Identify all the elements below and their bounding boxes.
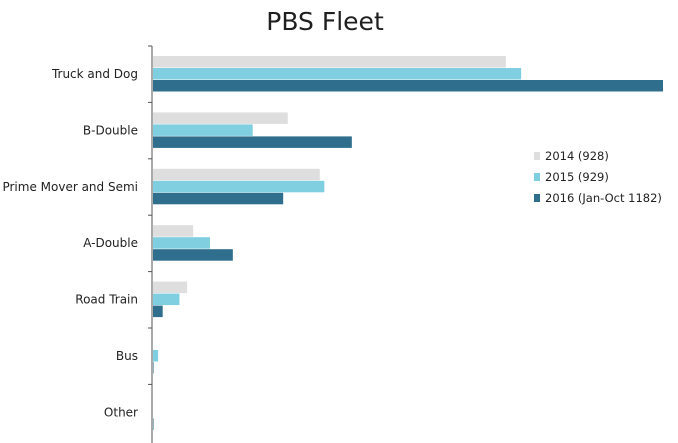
bar-b-double-2015-929	[153, 124, 253, 136]
bar-truck-and-dog-2015-929	[153, 68, 522, 80]
legend: 2014 (928) 2015 (929) 2016 (Jan-Oct 1182)	[534, 149, 662, 205]
bar-prime-mover-and-semi-2015-929	[153, 180, 325, 193]
bar-road-train-2014-928	[153, 281, 188, 294]
legend-swatch-2015-929	[534, 173, 540, 181]
bar-bus-2015-929	[153, 350, 159, 362]
legend-swatch-2014-928	[534, 152, 540, 160]
bar-b-double-2014-928	[153, 112, 288, 124]
legend-swatch-2016-jan-oct-1182	[534, 194, 540, 202]
bar-a-double-2014-928	[153, 225, 194, 237]
bar-truck-and-dog-2014-928	[153, 56, 506, 68]
bar-b-double-2016-jan-oct-1182	[153, 136, 352, 148]
category-label-road-train: Road Train	[75, 293, 138, 307]
category-label-truck-and-dog: Truck and Dog	[51, 67, 138, 81]
category-label-other: Other	[104, 405, 138, 419]
bar-road-train-2015-929	[153, 293, 180, 306]
bar-road-train-2016-jan-oct-1182	[153, 305, 163, 318]
category-label-b-double: B-Double	[83, 123, 138, 137]
bar-a-double-2016-jan-oct-1182	[153, 249, 233, 261]
bar-bus-2016-jan-oct-1182	[153, 362, 154, 374]
category-label-a-double: A-Double	[83, 236, 138, 250]
legend-label-2015-929: 2015 (929)	[545, 170, 609, 184]
legend-label-2016-jan-oct-1182: 2016 (Jan-Oct 1182)	[545, 191, 662, 205]
bar-prime-mover-and-semi-2016-jan-oct-1182	[153, 192, 284, 205]
bars-layer	[153, 56, 663, 430]
bar-other-2016-jan-oct-1182	[153, 418, 154, 430]
axis-layer	[148, 45, 153, 443]
bar-truck-and-dog-2016-jan-oct-1182	[153, 80, 663, 92]
legend-label-2014-928: 2014 (928)	[545, 149, 609, 163]
category-label-bus: Bus	[116, 349, 138, 363]
bar-a-double-2015-929	[153, 237, 210, 249]
category-label-prime-mover-and-semi: Prime Mover and Semi	[2, 180, 138, 194]
chart-title: PBS Fleet	[266, 7, 384, 36]
category-labels: Truck and Dog B-Double Prime Mover and Sem…	[2, 67, 138, 419]
bar-prime-mover-and-semi-2014-928	[153, 168, 320, 181]
